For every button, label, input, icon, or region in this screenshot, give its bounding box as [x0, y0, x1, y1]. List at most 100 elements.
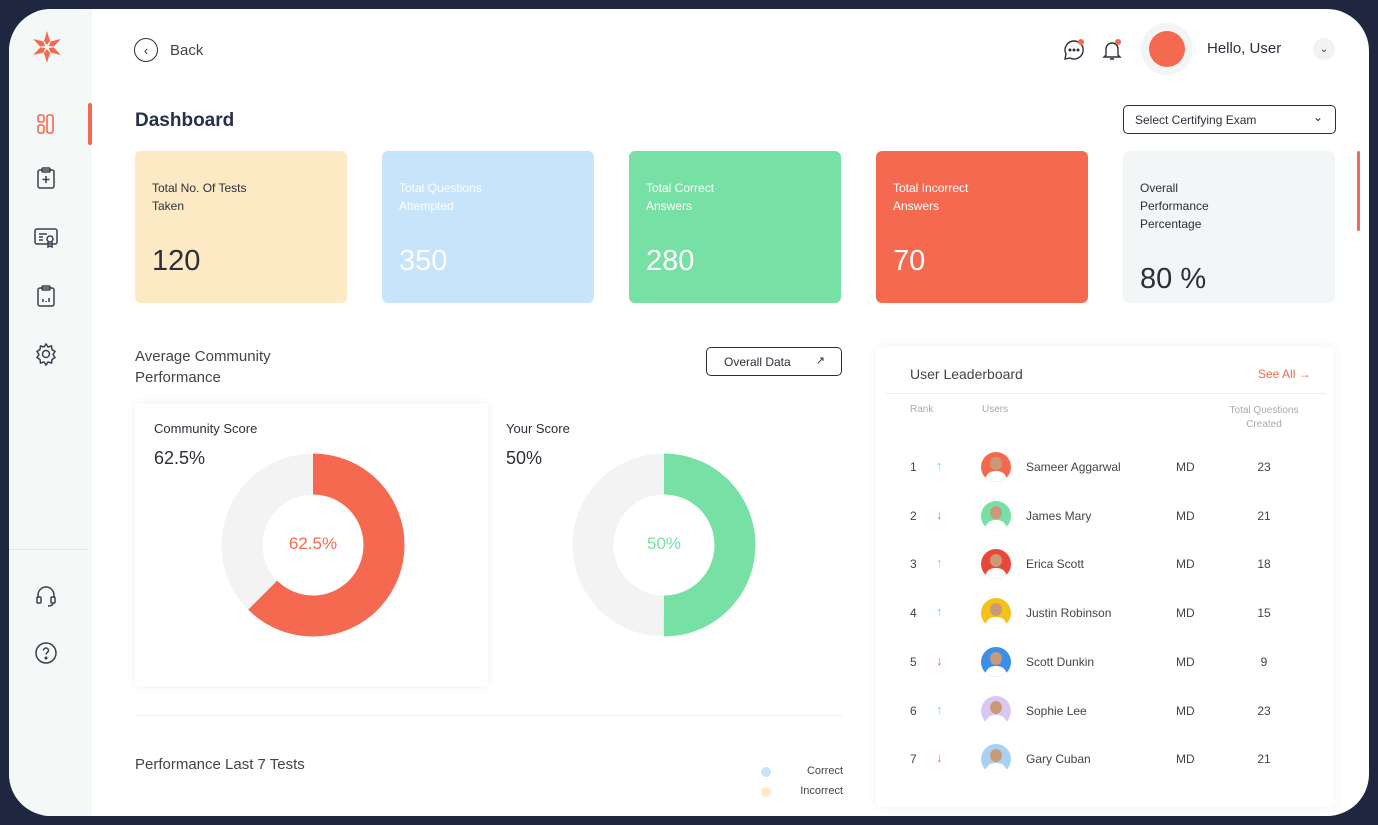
leaderboard-title: User Leaderboard [910, 366, 1023, 382]
arrow-down-icon: ↓ [936, 652, 943, 668]
sidebar-divider [9, 549, 88, 550]
user-degree: MD [1176, 752, 1195, 767]
user-name: Sophie Lee [1026, 703, 1087, 718]
your-donut-center-label: 50% [646, 534, 682, 553]
back-button[interactable]: ‹ Back [134, 38, 203, 62]
avatar [981, 549, 1011, 580]
leaderboard-row[interactable]: 3 ↑ Erica Scott MD 18 [876, 549, 1334, 580]
stat-value: 280 [646, 245, 695, 277]
stat-value: 80 % [1140, 263, 1207, 295]
leaderboard-row[interactable]: 5 ↓ Scott Dunkin MD 9 [876, 646, 1334, 677]
leaderboard-row[interactable]: 2 ↓ James Mary MD 21 [876, 500, 1334, 531]
header-divider [886, 393, 1326, 394]
exam-select[interactable]: Select Certifying Exam ⌄ [1123, 105, 1336, 134]
avatar [981, 598, 1011, 629]
user-degree: MD [1176, 557, 1195, 572]
arrow-up-icon: ↑ [936, 555, 943, 571]
user-degree: MD [1176, 703, 1195, 718]
avatar [981, 646, 1011, 677]
total-questions: 23 [1257, 460, 1271, 474]
leaderboard-panel: User Leaderboard See All → Rank Users To… [876, 347, 1334, 807]
avatar [981, 695, 1011, 726]
rank: 3 [910, 557, 917, 572]
stat-value: 120 [152, 245, 201, 277]
support-headset-icon[interactable] [33, 583, 59, 609]
col-total: Total Questions Created [1229, 405, 1299, 430]
performance-title: Performance Last 7 Tests [135, 756, 305, 773]
your-score-label: Your Score [506, 421, 570, 436]
user-menu[interactable]: Hello, User ⌄ [1141, 23, 1341, 75]
user-degree: MD [1176, 606, 1195, 621]
rank: 1 [910, 460, 917, 474]
chevron-left-icon: ‹ [134, 38, 158, 62]
stat-value: 350 [399, 245, 448, 277]
community-donut-chart [221, 453, 405, 637]
community-title: Average Community Performance [135, 348, 271, 386]
clipboard-add-icon[interactable] [33, 165, 59, 191]
stat-card: Total Incorrect Answers 70 [876, 151, 1088, 303]
leaderboard-row[interactable]: 7 ↓ Gary Cuban MD 21 [876, 744, 1334, 775]
stat-label: Total No. Of Tests Taken [152, 181, 247, 213]
total-questions: 9 [1260, 654, 1268, 669]
community-score-value: 62.5% [154, 448, 206, 468]
stat-label: Total Correct Answers [646, 181, 715, 213]
avatar [981, 744, 1011, 775]
user-avatar [1141, 23, 1193, 75]
leaderboard-row[interactable]: 1 ↑ Sameer Aggarwal MD 23 [876, 452, 1334, 482]
chevron-down-icon[interactable]: ⌄ [1313, 38, 1335, 60]
user-name: Erica Scott [1026, 557, 1085, 572]
stat-label: Total Incorrect Answers [893, 181, 969, 213]
sidebar [9, 9, 92, 816]
leaderboard-row[interactable]: 4 ↑ Justin Robinson MD 15 [876, 598, 1334, 629]
stat-value: 70 [893, 245, 926, 277]
arrow-up-icon: ↑ [936, 701, 943, 717]
see-all-link[interactable]: See All → [1258, 367, 1311, 381]
total-questions: 23 [1257, 703, 1271, 718]
stat-card: Total Questions Attempted 350 [382, 151, 594, 303]
settings-gear-icon[interactable] [33, 341, 59, 367]
stat-card: Overall Performance Percentage 80 % [1123, 151, 1335, 303]
user-name: Justin Robinson [1026, 606, 1112, 621]
section-divider [135, 715, 842, 716]
stat-label: Overall Performance Percentage [1140, 181, 1209, 231]
stat-card: Total No. Of Tests Taken 120 [135, 151, 347, 303]
your-score-value: 50% [506, 448, 543, 468]
page-title: Dashboard [135, 110, 235, 131]
arrow-up-icon: ↑ [936, 458, 943, 473]
chart-icon: ↗ [815, 355, 825, 367]
help-icon[interactable] [33, 640, 59, 666]
dashboard-icon[interactable] [33, 111, 59, 137]
rank: 5 [910, 654, 917, 669]
user-degree: MD [1176, 654, 1195, 669]
stat-card: Total Correct Answers 280 [629, 151, 841, 303]
chevron-down-icon: ⌄ [1312, 110, 1323, 124]
active-indicator [88, 103, 92, 145]
donut-value-slice [572, 453, 756, 637]
app-window: ‹ Back Hello, User ⌄ Dashboard Select Ce… [9, 9, 1369, 816]
scroll-indicator[interactable] [1357, 151, 1360, 231]
user-name: Gary Cuban [1026, 752, 1091, 767]
community-score-label: Community Score [154, 421, 258, 436]
total-questions: 21 [1257, 752, 1271, 767]
stat-label: Total Questions Attempted [399, 181, 482, 213]
rank: 4 [910, 606, 917, 621]
user-name: Sameer Aggarwal [1026, 460, 1121, 474]
donut-value-slice [221, 453, 405, 637]
report-clipboard-icon[interactable] [33, 283, 59, 309]
leaderboard-row[interactable]: 6 ↑ Sophie Lee MD 23 [876, 695, 1334, 726]
col-users: Users [982, 404, 1009, 415]
notification-bell-icon[interactable] [1101, 39, 1123, 66]
certificate-icon[interactable] [33, 225, 59, 251]
logo-icon [29, 29, 65, 65]
arrow-up-icon: ↑ [936, 604, 943, 620]
total-questions: 21 [1257, 508, 1271, 523]
user-name: Scott Dunkin [1026, 654, 1095, 669]
community-donut-center-label: 62.5% [288, 534, 338, 553]
overall-data-button[interactable]: Overall Data ↗ [706, 347, 842, 376]
user-degree: MD [1176, 460, 1195, 474]
chat-icon[interactable] [1063, 39, 1085, 66]
user-degree: MD [1176, 508, 1195, 523]
your-score-donut-chart [572, 453, 756, 637]
rank: 7 [910, 752, 917, 767]
arrow-down-icon: ↓ [936, 506, 943, 522]
